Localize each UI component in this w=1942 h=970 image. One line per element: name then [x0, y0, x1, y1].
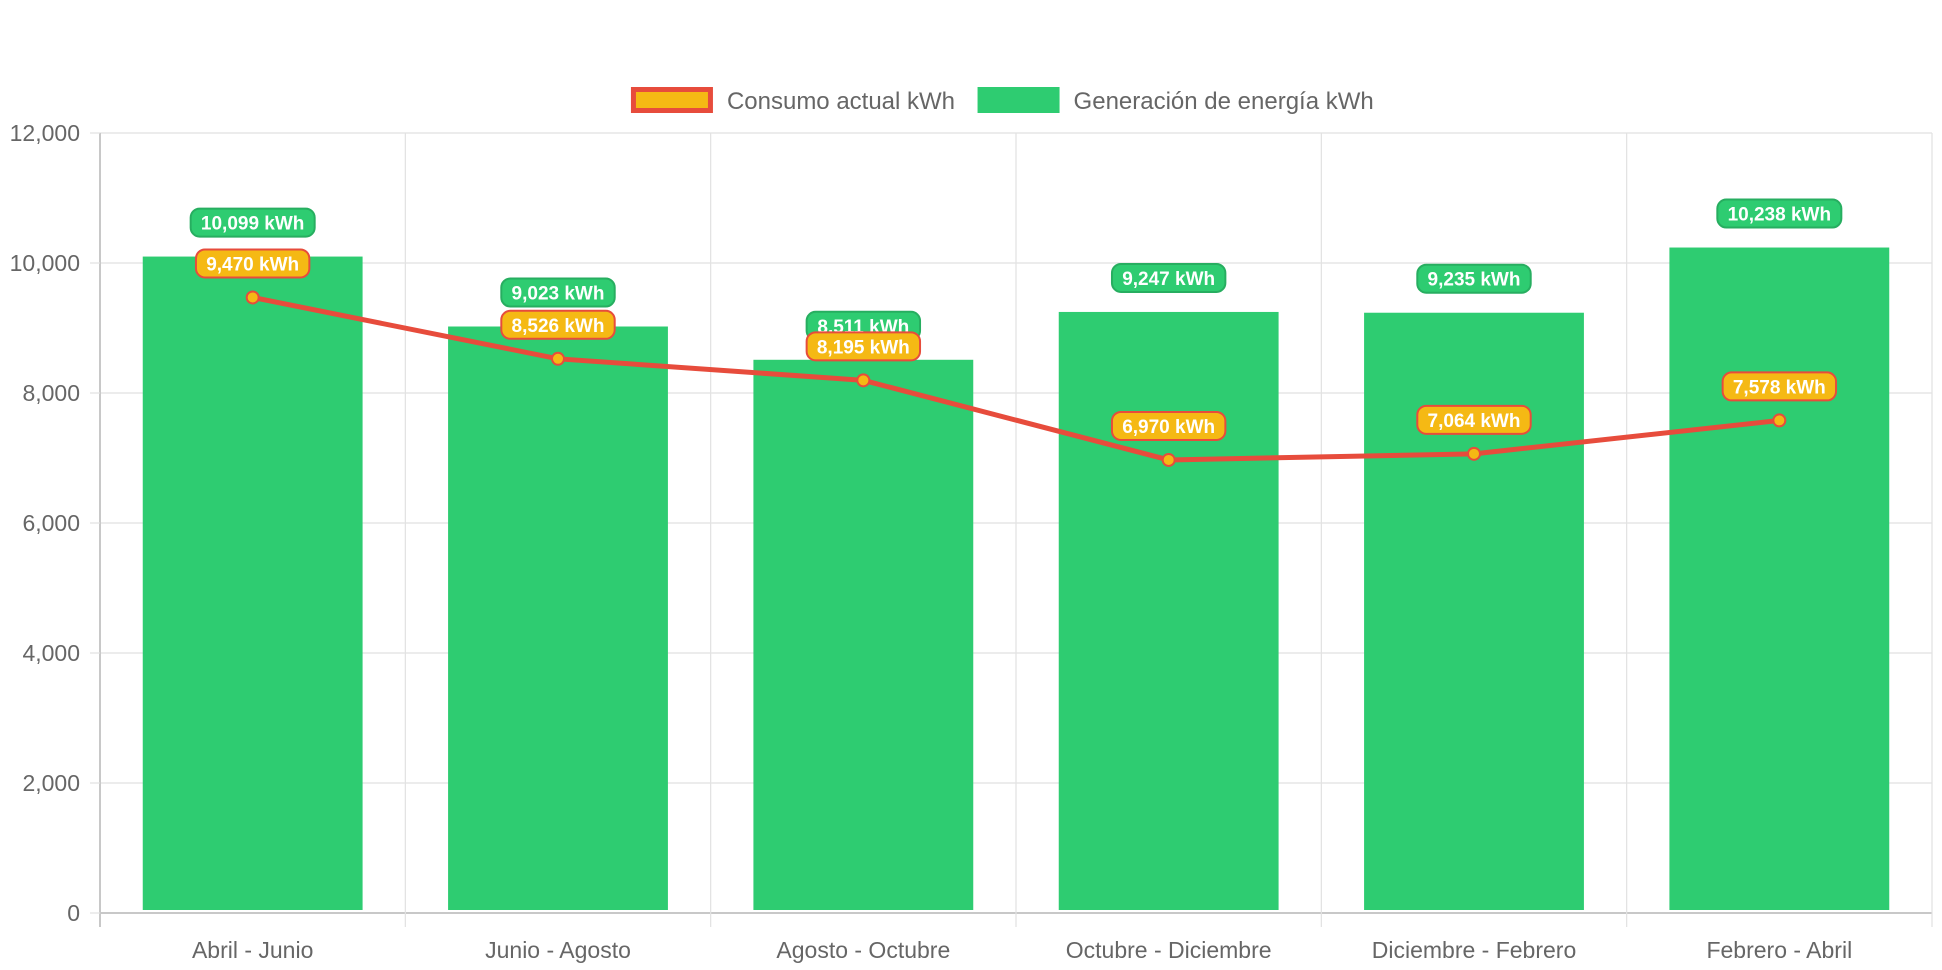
- consumption-data-label: 7,578 kWh: [1721, 371, 1838, 402]
- consumption-point: [1161, 452, 1176, 467]
- line-series: [245, 290, 1787, 467]
- legend-generacion-label: Generación de energía kWh: [1074, 88, 1374, 115]
- consumption-data-label-bg: [805, 331, 922, 362]
- consumption-data-label: 9,470 kWh: [194, 248, 311, 279]
- legend-consumo: Consumo actual kWh: [630, 87, 955, 115]
- generation-data-label: 10,238 kWh: [1716, 198, 1843, 229]
- consumption-data-label-bg: [194, 248, 311, 279]
- consumption-data-label-bg: [500, 309, 616, 340]
- generation-data-label-bg: [1110, 262, 1227, 293]
- consumption-data-label: 7,064 kWh: [1416, 404, 1532, 435]
- generation-data-label-text: 10,099 kWh: [201, 214, 305, 235]
- generation-bar: [1364, 312, 1584, 911]
- consumption-data-label-text: 7,064 kWh: [1428, 411, 1521, 432]
- consumption-data-label: 8,526 kWh: [500, 309, 616, 340]
- consumption-data-label-bg: [1416, 404, 1532, 435]
- consumption-data-label-text: 9,470 kWh: [206, 254, 299, 275]
- generation-bar: [448, 326, 668, 910]
- generation-data-label-bg: [189, 207, 316, 238]
- generation-data-label-text: 9,247 kWh: [1122, 269, 1215, 290]
- consumption-data-label-bg: [1721, 371, 1838, 402]
- x-tick-label: Octubre - Diciembre: [1066, 937, 1272, 963]
- generation-data-label-text: 9,023 kWh: [512, 284, 605, 305]
- generation-bar: [142, 256, 363, 910]
- legend-consumo-swatch: [630, 87, 713, 113]
- consumption-data-label-text: 6,970 kWh: [1122, 417, 1215, 438]
- x-tick-label: Diciembre - Febrero: [1372, 937, 1577, 963]
- consumption-data-label: 6,970 kWh: [1110, 410, 1227, 441]
- consumption-point: [856, 373, 871, 388]
- y-tick-label: 0: [67, 900, 80, 926]
- x-tick-label: Agosto - Octubre: [776, 937, 950, 963]
- generation-data-label-text: 9,235 kWh: [1428, 270, 1521, 291]
- consumption-point: [1772, 413, 1787, 428]
- generation-data-label: 9,023 kWh: [500, 277, 616, 308]
- bar-series: [142, 247, 1890, 911]
- legend-consumo-label: Consumo actual kWh: [727, 88, 955, 115]
- legend-generacion-swatch: [977, 87, 1060, 113]
- generation-bar: [753, 359, 974, 910]
- legend-generacion: Generación de energía kWh: [977, 87, 1374, 115]
- y-tick-label: 10,000: [10, 250, 80, 276]
- legend: Consumo actual kWh Generación de energía …: [630, 87, 1374, 115]
- grid: [99, 132, 1933, 927]
- consumption-point: [245, 290, 260, 305]
- y-tick-label: 12,000: [10, 120, 80, 146]
- generation-data-label-bg: [500, 277, 616, 308]
- generation-data-label: 10,099 kWh: [189, 207, 316, 238]
- y-tick-label: 4,000: [22, 640, 80, 666]
- y-tick-label: 8,000: [22, 380, 80, 406]
- consumption-data-label-bg: [1110, 410, 1227, 441]
- generation-bar: [1669, 247, 1890, 910]
- generation-bar: [1058, 311, 1279, 910]
- y-tick-label: 2,000: [22, 770, 80, 796]
- axes: 0 2,000 4,000 6,000 8,000 10,000 12,000 Abril -…: [10, 120, 1853, 963]
- generation-data-label: 9,235 kWh: [1416, 263, 1532, 294]
- generation-data-label-text: 10,238 kWh: [1728, 205, 1832, 226]
- consumption-data-label-text: 8,195 kWh: [817, 337, 910, 358]
- generation-data-label-bg: [1716, 198, 1843, 229]
- x-tick-label: Abril - Junio: [192, 937, 313, 963]
- x-tick-label: Junio - Agosto: [485, 937, 631, 963]
- x-tick-label: Febrero - Abril: [1706, 937, 1852, 963]
- consumption-point: [551, 351, 565, 366]
- consumption-point: [1467, 446, 1481, 461]
- consumption-data-label: 8,195 kWh: [805, 331, 922, 362]
- generation-data-label: 9,247 kWh: [1110, 262, 1227, 293]
- consumption-data-label-text: 7,578 kWh: [1733, 377, 1826, 398]
- consumption-line: [252, 294, 1780, 463]
- y-tick-label: 6,000: [22, 510, 80, 536]
- consumption-data-label-text: 8,526 kWh: [512, 316, 605, 337]
- generation-data-label-bg: [1416, 263, 1532, 294]
